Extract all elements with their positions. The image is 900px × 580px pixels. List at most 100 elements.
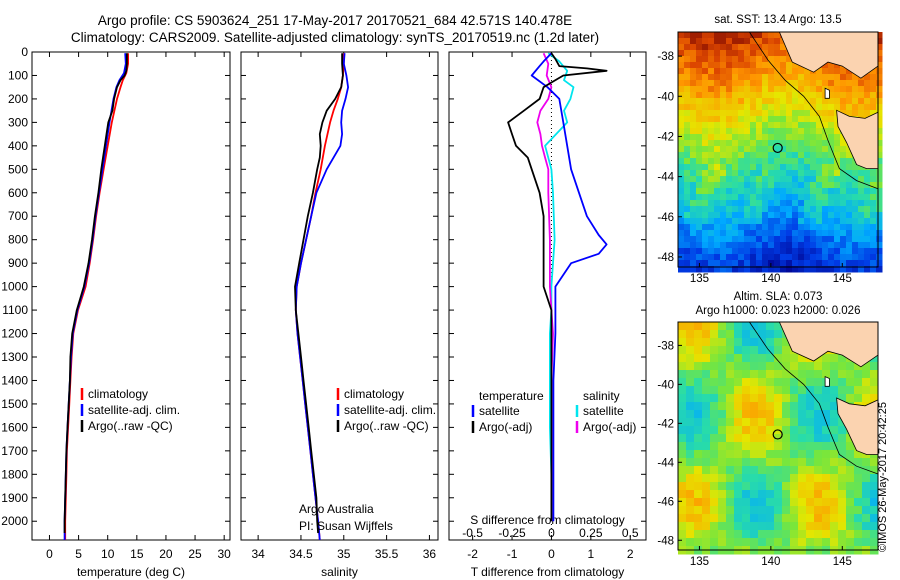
map-cell (702, 248, 709, 255)
map-cell (852, 236, 859, 243)
map-cell (828, 128, 835, 135)
map-cell (780, 122, 787, 129)
map-cell (870, 266, 877, 273)
map-cell (734, 530, 743, 539)
map-cell (720, 50, 727, 57)
map-cell (720, 92, 727, 99)
map-cell (758, 354, 767, 363)
map-cell (782, 450, 791, 459)
map-cell (864, 176, 871, 183)
map-cell (738, 200, 745, 207)
map-cell (758, 514, 767, 523)
map-cell (708, 182, 715, 189)
map-cell (782, 506, 791, 515)
map-y-tick-label: -44 (657, 172, 674, 184)
map-x-tick-label: 140 (761, 556, 780, 568)
map-cell (696, 212, 703, 219)
map-cell (684, 152, 691, 159)
map-cell (822, 200, 829, 207)
map-cell (806, 506, 815, 515)
map-cell (768, 152, 775, 159)
map-cell (694, 450, 703, 459)
map-cell (870, 254, 877, 261)
map-cell (714, 170, 721, 177)
map-cell (830, 514, 839, 523)
map-cell (756, 254, 763, 261)
map-cell (720, 122, 727, 129)
map-cell (804, 146, 811, 153)
map-cell (678, 330, 687, 339)
map-cell (828, 110, 835, 117)
map-cell (774, 354, 783, 363)
map-cell (678, 164, 685, 171)
map-cell (780, 146, 787, 153)
map-cell (798, 110, 805, 117)
map-cell (792, 230, 799, 237)
map-cell (828, 260, 835, 267)
map-cell (768, 248, 775, 255)
map-cell (774, 538, 783, 547)
map-frame (677, 321, 879, 551)
map-cell (862, 530, 871, 539)
map-cell (838, 474, 847, 483)
series-line-s-satellite (544, 52, 575, 522)
map-cell (738, 56, 745, 63)
map-cell (702, 218, 709, 225)
map-cell (816, 110, 823, 117)
map-cell (852, 110, 859, 117)
map-cell (686, 386, 695, 395)
map-cell (876, 98, 883, 105)
map-cell (806, 538, 815, 547)
map-cell (782, 538, 791, 547)
map-cell (710, 466, 719, 475)
map-cell (678, 152, 685, 159)
map-cell (744, 86, 751, 93)
map-cell (804, 224, 811, 231)
map-cell (830, 362, 839, 371)
map-cell (756, 224, 763, 231)
map-cell (732, 176, 739, 183)
map-cell (876, 68, 883, 75)
map-cell (732, 188, 739, 195)
map-cell (834, 146, 841, 153)
map-cell (678, 434, 687, 443)
map-cell (846, 506, 855, 515)
map-cell (798, 104, 805, 111)
map-cell (734, 362, 743, 371)
map-cell (720, 188, 727, 195)
map-cell (694, 538, 703, 547)
map-cell (696, 218, 703, 225)
map-cell (702, 140, 709, 147)
map-cell (838, 354, 847, 363)
map-cell (696, 32, 703, 39)
map-cell (830, 482, 839, 491)
map-cell (744, 260, 751, 267)
map-cell (816, 182, 823, 189)
sla-map (677, 321, 879, 555)
map-cell (768, 56, 775, 63)
map-cell (732, 182, 739, 189)
map-cell (846, 394, 855, 403)
map-cell (766, 538, 775, 547)
map-cell (828, 116, 835, 123)
map-cell (858, 260, 865, 267)
map-cell (726, 86, 733, 93)
map-cell (762, 140, 769, 147)
sla-map-subtitle: Argo h1000: 0.023 h2000: 0.026 (695, 305, 861, 317)
map-cell (702, 394, 711, 403)
map-cell (738, 182, 745, 189)
map-cell (758, 410, 767, 419)
map-cell (834, 92, 841, 99)
map-cell (840, 104, 847, 111)
map-cell (840, 68, 847, 75)
map-cell (686, 538, 695, 547)
map-cell (774, 248, 781, 255)
map-cell (758, 466, 767, 475)
map-cell (806, 466, 815, 475)
map-cell (758, 434, 767, 443)
map-cell (804, 170, 811, 177)
map-cell (734, 346, 743, 355)
map-cell (726, 158, 733, 165)
map-cell (810, 188, 817, 195)
